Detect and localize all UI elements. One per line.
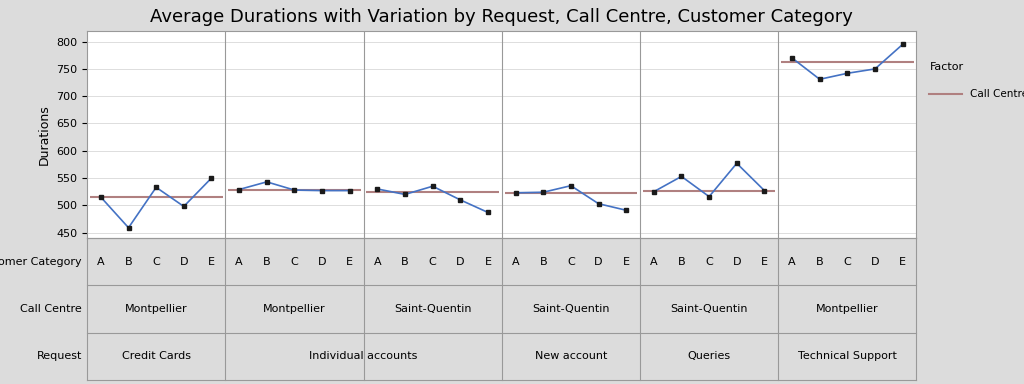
Text: C: C: [567, 257, 574, 267]
Text: B: B: [816, 257, 823, 267]
Title: Average Durations with Variation by Request, Call Centre, Customer Category: Average Durations with Variation by Requ…: [151, 8, 853, 26]
Text: D: D: [594, 257, 603, 267]
Text: C: C: [706, 257, 713, 267]
Text: Call Centre: Call Centre: [20, 304, 82, 314]
Text: C: C: [291, 257, 298, 267]
Text: D: D: [870, 257, 880, 267]
Text: Saint-Quentin: Saint-Quentin: [671, 304, 748, 314]
Text: A: A: [650, 257, 657, 267]
Text: E: E: [346, 257, 353, 267]
Text: D: D: [732, 257, 741, 267]
Text: A: A: [97, 257, 104, 267]
Text: B: B: [678, 257, 685, 267]
Text: Montpellier: Montpellier: [816, 304, 879, 314]
Y-axis label: Durations: Durations: [38, 104, 50, 165]
Text: Factor: Factor: [930, 62, 964, 72]
Text: Saint-Quentin: Saint-Quentin: [532, 304, 609, 314]
Text: A: A: [236, 257, 243, 267]
Text: D: D: [456, 257, 465, 267]
Text: Call Centre: Call Centre: [971, 89, 1024, 99]
Text: Customer Category: Customer Category: [0, 257, 82, 267]
Text: C: C: [153, 257, 160, 267]
Text: B: B: [263, 257, 270, 267]
Text: Montpellier: Montpellier: [263, 304, 326, 314]
Text: E: E: [761, 257, 768, 267]
Text: E: E: [484, 257, 492, 267]
Text: B: B: [401, 257, 409, 267]
Text: B: B: [125, 257, 132, 267]
Text: Queries: Queries: [687, 351, 731, 361]
Text: E: E: [899, 257, 906, 267]
Text: New account: New account: [535, 351, 607, 361]
Text: Technical Support: Technical Support: [798, 351, 897, 361]
Text: D: D: [317, 257, 327, 267]
Text: Saint-Quentin: Saint-Quentin: [394, 304, 471, 314]
Text: A: A: [512, 257, 519, 267]
Text: B: B: [540, 257, 547, 267]
Text: Credit Cards: Credit Cards: [122, 351, 190, 361]
Text: C: C: [844, 257, 851, 267]
Text: E: E: [208, 257, 215, 267]
Text: C: C: [429, 257, 436, 267]
Text: D: D: [179, 257, 188, 267]
Text: Request: Request: [37, 351, 82, 361]
Text: E: E: [623, 257, 630, 267]
Text: Individual accounts: Individual accounts: [309, 351, 418, 361]
Text: Montpellier: Montpellier: [125, 304, 187, 314]
Text: A: A: [374, 257, 381, 267]
Text: A: A: [788, 257, 796, 267]
